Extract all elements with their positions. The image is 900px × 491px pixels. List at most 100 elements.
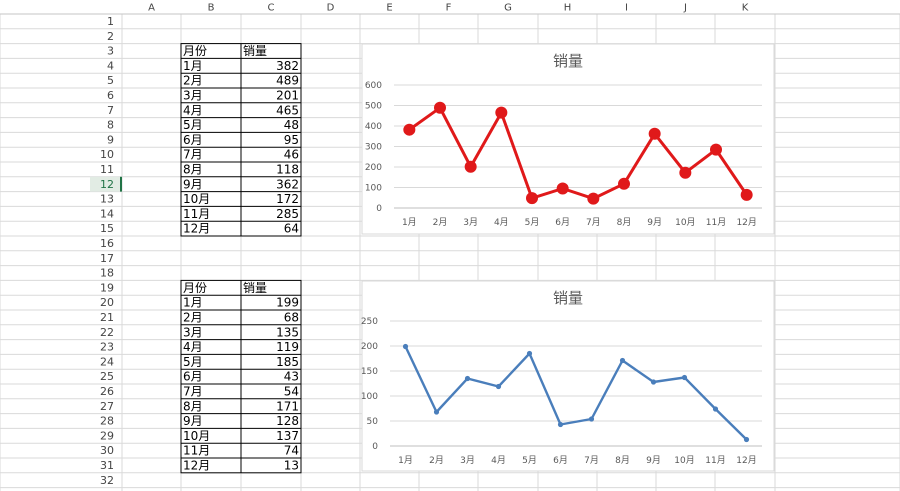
column-header-E[interactable]: E bbox=[386, 3, 392, 14]
table-month-cell[interactable]: 7月 bbox=[183, 385, 203, 399]
table-month-cell[interactable]: 1月 bbox=[183, 296, 203, 310]
row-header-27[interactable]: 27 bbox=[100, 400, 114, 413]
row-header-4[interactable]: 4 bbox=[107, 59, 114, 72]
data-point[interactable] bbox=[557, 421, 564, 428]
row-header-15[interactable]: 15 bbox=[100, 222, 114, 235]
column-header-F[interactable]: F bbox=[446, 3, 452, 14]
table-value-cell[interactable]: 201 bbox=[276, 89, 299, 103]
table-value-cell[interactable]: 171 bbox=[276, 399, 299, 413]
table-value-cell[interactable]: 199 bbox=[276, 296, 299, 310]
data-point[interactable] bbox=[618, 177, 630, 190]
table-month-cell[interactable]: 10月 bbox=[183, 192, 210, 206]
row-header-26[interactable]: 26 bbox=[100, 385, 114, 398]
table-header-cell[interactable]: 月份 bbox=[183, 281, 207, 295]
table-value-cell[interactable]: 13 bbox=[284, 459, 299, 473]
table-value-cell[interactable]: 64 bbox=[284, 222, 299, 236]
table-month-cell[interactable]: 7月 bbox=[183, 148, 203, 162]
row-header-22[interactable]: 22 bbox=[100, 326, 114, 339]
table-value-cell[interactable]: 68 bbox=[284, 311, 299, 325]
table-value-cell[interactable]: 128 bbox=[276, 414, 299, 428]
column-header-I[interactable]: I bbox=[625, 3, 628, 14]
table-month-cell[interactable]: 4月 bbox=[183, 340, 203, 354]
row-header-9[interactable]: 9 bbox=[107, 133, 114, 146]
table-value-cell[interactable]: 48 bbox=[284, 118, 299, 132]
data-point[interactable] bbox=[526, 350, 533, 357]
table-value-cell[interactable]: 172 bbox=[276, 192, 299, 206]
row-header-24[interactable]: 24 bbox=[100, 355, 114, 368]
table-month-cell[interactable]: 2月 bbox=[183, 311, 203, 325]
data-point[interactable] bbox=[434, 101, 446, 114]
data-point[interactable] bbox=[619, 357, 626, 364]
table-value-cell[interactable]: 185 bbox=[276, 355, 299, 369]
data-point[interactable] bbox=[740, 188, 753, 201]
data-point[interactable] bbox=[433, 409, 440, 415]
table-value-cell[interactable]: 137 bbox=[276, 429, 299, 443]
row-header-2[interactable]: 2 bbox=[107, 30, 114, 43]
data-point[interactable] bbox=[495, 383, 502, 390]
row-header-10[interactable]: 10 bbox=[100, 148, 114, 161]
row-header-20[interactable]: 20 bbox=[100, 296, 114, 309]
row-header-28[interactable]: 28 bbox=[100, 415, 114, 428]
row-header-23[interactable]: 23 bbox=[100, 341, 114, 354]
data-point[interactable] bbox=[648, 127, 661, 140]
table-value-cell[interactable]: 382 bbox=[276, 59, 299, 73]
row-header-17[interactable]: 17 bbox=[100, 252, 114, 265]
table-value-cell[interactable]: 43 bbox=[284, 370, 299, 384]
column-header-H[interactable]: H bbox=[564, 3, 572, 14]
column-header-D[interactable]: D bbox=[327, 3, 335, 14]
data-point[interactable] bbox=[556, 182, 569, 195]
column-header-B[interactable]: B bbox=[208, 3, 215, 14]
chart-area[interactable] bbox=[361, 280, 775, 472]
sales-line-chart-1[interactable]: 销量 0 100 200 300 400 500 600 1月 2月 3月 4月 5月 6月 7月 8月 9月 1… bbox=[361, 43, 775, 235]
row-header-12[interactable]: 12 bbox=[100, 178, 114, 191]
data-point[interactable] bbox=[464, 375, 471, 382]
table-month-cell[interactable]: 11月 bbox=[183, 444, 210, 458]
data-point[interactable] bbox=[679, 166, 692, 179]
row-header-1[interactable]: 1 bbox=[107, 15, 114, 28]
table-month-cell[interactable]: 4月 bbox=[183, 103, 203, 117]
row-header-21[interactable]: 21 bbox=[100, 311, 114, 324]
table-value-cell[interactable]: 135 bbox=[276, 325, 299, 339]
table-value-cell[interactable]: 46 bbox=[284, 148, 299, 162]
table-header-cell[interactable]: 销量 bbox=[243, 44, 267, 58]
row-header-18[interactable]: 18 bbox=[100, 267, 114, 280]
table-value-cell[interactable]: 74 bbox=[284, 444, 299, 458]
table-month-cell[interactable]: 12月 bbox=[183, 222, 210, 236]
table-month-cell[interactable]: 10月 bbox=[183, 429, 210, 443]
data-point[interactable] bbox=[681, 374, 688, 381]
row-header-13[interactable]: 13 bbox=[100, 193, 114, 206]
row-header-32[interactable]: 32 bbox=[100, 474, 114, 487]
row-header-29[interactable]: 29 bbox=[100, 429, 114, 442]
column-header-G[interactable]: G bbox=[504, 3, 512, 14]
row-header-5[interactable]: 5 bbox=[107, 74, 114, 87]
data-point[interactable] bbox=[712, 406, 719, 412]
data-point[interactable] bbox=[464, 160, 477, 173]
table-month-cell[interactable]: 8月 bbox=[183, 163, 203, 177]
sales-line-chart-2[interactable]: 销量 0 50 100 150 200 250 1月 2月 3月 4月 5月 6月 7月 8月 9月 10月 11… bbox=[361, 280, 775, 472]
row-header-25[interactable]: 25 bbox=[100, 370, 114, 383]
table-month-cell[interactable]: 12月 bbox=[183, 459, 210, 473]
table-month-cell[interactable]: 8月 bbox=[183, 399, 203, 413]
data-point[interactable] bbox=[587, 192, 600, 205]
table-month-cell[interactable]: 9月 bbox=[183, 414, 203, 428]
table-value-cell[interactable]: 54 bbox=[284, 385, 299, 399]
table-month-cell[interactable]: 11月 bbox=[183, 207, 210, 221]
table-month-cell[interactable]: 5月 bbox=[183, 118, 203, 132]
chart-area[interactable] bbox=[361, 43, 775, 235]
data-point[interactable] bbox=[403, 123, 416, 136]
data-point[interactable] bbox=[743, 436, 750, 443]
row-header-8[interactable]: 8 bbox=[107, 119, 114, 132]
table-header-cell[interactable]: 销量 bbox=[243, 281, 267, 295]
table-value-cell[interactable]: 119 bbox=[276, 340, 299, 354]
data-point[interactable] bbox=[495, 106, 508, 119]
table-value-cell[interactable]: 362 bbox=[276, 177, 299, 191]
row-header-11[interactable]: 11 bbox=[100, 163, 114, 176]
row-header-16[interactable]: 16 bbox=[100, 237, 114, 250]
column-header-K[interactable]: K bbox=[742, 3, 749, 14]
table-month-cell[interactable]: 3月 bbox=[183, 325, 203, 339]
column-header-A[interactable]: A bbox=[148, 3, 155, 14]
table-month-cell[interactable]: 2月 bbox=[183, 74, 203, 88]
table-month-cell[interactable]: 1月 bbox=[183, 59, 203, 73]
table-value-cell[interactable]: 95 bbox=[284, 133, 299, 147]
